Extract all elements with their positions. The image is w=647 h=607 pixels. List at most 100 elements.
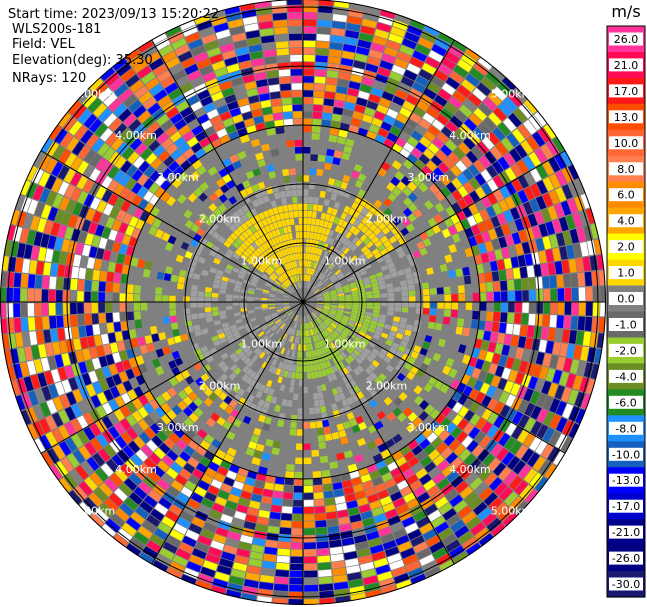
gate-cell — [189, 170, 200, 181]
gate-cell — [479, 311, 487, 321]
gate-cell — [358, 32, 374, 42]
gate-cell — [465, 47, 481, 61]
gate-cell — [128, 119, 142, 132]
gate-cell — [200, 373, 210, 382]
gate-cell — [273, 162, 282, 171]
gate-cell — [368, 93, 381, 104]
gate-cell — [161, 50, 177, 63]
gate-cell — [203, 397, 213, 407]
gate-cell — [320, 133, 329, 142]
gate-cell — [161, 363, 171, 373]
gate-cell — [52, 193, 64, 209]
gate-cell — [142, 242, 151, 252]
gate-cell — [77, 400, 89, 415]
gate-cell — [266, 128, 276, 136]
gate-cell — [207, 149, 218, 160]
gate-cell — [283, 492, 293, 500]
gate-cell — [272, 272, 278, 279]
gate-cell — [338, 335, 345, 342]
gate-cell — [290, 328, 295, 335]
gate-cell — [264, 316, 272, 321]
gate-cell — [89, 118, 103, 133]
gate-cell — [33, 231, 43, 247]
gate-cell — [190, 302, 197, 308]
gate-cell — [248, 287, 256, 292]
gate-cell — [197, 307, 205, 313]
gate-cell — [33, 438, 46, 454]
gate-cell — [423, 295, 430, 302]
gate-cell — [317, 355, 323, 363]
gate-cell — [348, 387, 356, 396]
gate-cell — [435, 231, 445, 241]
gate-cell — [171, 405, 182, 416]
gate-cell — [295, 372, 300, 380]
gate-cell — [110, 342, 119, 354]
gate-cell — [323, 353, 329, 361]
gate-cell — [51, 178, 63, 193]
gate-cell — [433, 213, 444, 224]
gate-cell — [195, 148, 206, 159]
gate-cell — [253, 231, 261, 239]
gate-cell — [407, 412, 418, 422]
gate-cell — [334, 225, 341, 233]
gate-cell — [325, 84, 337, 93]
gate-cell — [451, 177, 463, 189]
gate-cell — [174, 357, 184, 366]
gate-cell — [567, 198, 578, 214]
colorbar-tick-label: 17.0 — [614, 85, 639, 98]
gate-cell — [160, 256, 169, 266]
gate-cell — [182, 130, 195, 142]
gate-cell — [293, 321, 297, 329]
gate-cell — [20, 303, 28, 317]
gate-cell — [333, 581, 349, 590]
gate-cell — [265, 438, 274, 447]
gate-cell — [292, 521, 303, 528]
gate-cell — [450, 519, 465, 533]
gate-cell — [81, 372, 92, 386]
gate-cell — [341, 342, 348, 349]
gate-cell — [273, 389, 280, 398]
gate-cell — [364, 176, 373, 186]
gate-cell — [197, 113, 209, 125]
gate-cell — [445, 422, 457, 434]
gate-cell — [91, 357, 101, 370]
gate-cell — [270, 381, 277, 389]
gate-cell — [258, 414, 266, 423]
gate-cell — [295, 282, 299, 289]
gate-cell — [154, 38, 171, 51]
gate-cell — [150, 325, 158, 335]
gate-cell — [542, 314, 550, 327]
gate-cell — [436, 113, 449, 126]
gate-cell — [310, 161, 318, 169]
gate-cell — [140, 294, 148, 302]
gate-cell — [236, 337, 244, 344]
ring-label: 3.00km — [407, 421, 449, 434]
gate-cell — [279, 527, 292, 535]
gate-cell — [343, 390, 351, 399]
gate-cell — [331, 373, 338, 381]
gate-cell — [254, 530, 267, 540]
gate-cell — [56, 277, 64, 290]
gate-cell — [153, 64, 168, 77]
gate-cell — [481, 421, 493, 434]
gate-cell — [444, 302, 451, 310]
gate-cell — [204, 491, 217, 502]
gate-cell — [144, 457, 157, 470]
gate-cell — [279, 227, 285, 235]
gate-cell — [345, 373, 353, 381]
gate-cell — [290, 269, 295, 276]
gate-cell — [296, 422, 303, 429]
gate-cell — [202, 364, 212, 373]
gate-cell — [383, 207, 393, 217]
gate-cell — [345, 30, 360, 39]
gate-cell — [450, 115, 463, 128]
gate-cell — [331, 560, 345, 569]
gate-cell — [419, 327, 427, 335]
gate-cell — [157, 522, 172, 535]
gate-cell — [266, 249, 272, 257]
gate-cell — [142, 371, 152, 382]
gate-cell — [345, 231, 353, 239]
gate-cell — [283, 485, 294, 493]
gate-cell — [303, 316, 306, 323]
gate-cell — [277, 55, 290, 63]
